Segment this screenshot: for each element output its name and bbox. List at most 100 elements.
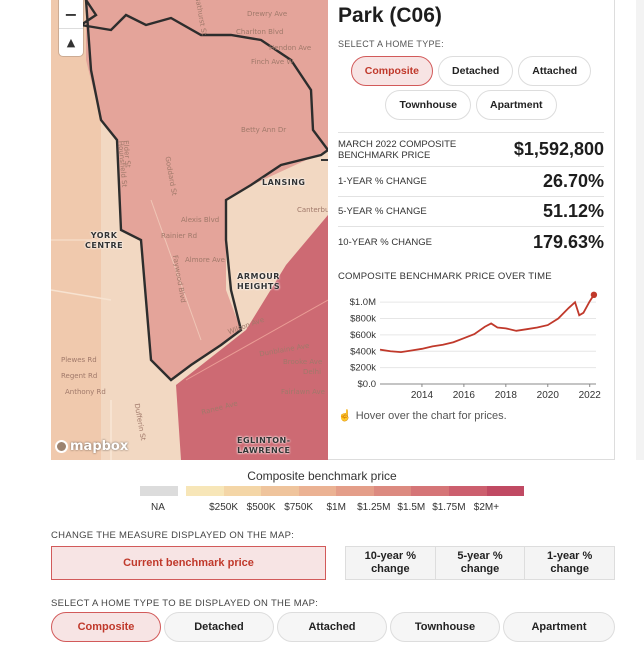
- street-label: Fairlawn Ave: [281, 388, 325, 396]
- hover-hint: ☝ Hover over the chart for prices.: [338, 409, 507, 423]
- stat-value: 51.12%: [542, 201, 604, 221]
- stat-10-year-change: 10-YEAR % CHANGE 179.63%: [338, 227, 604, 257]
- map-label-york-centre: YORK CENTRE: [85, 231, 124, 250]
- map-label-armour-heights: ARMOUR HEIGHTS: [237, 272, 281, 291]
- street-label: Plewes Rd: [61, 356, 97, 364]
- legend-swatch: [336, 486, 374, 496]
- street-label: Brooke Ave: [283, 358, 323, 366]
- panel-title: Park (C06): [338, 4, 442, 27]
- y-tick-label: $800k: [350, 314, 376, 325]
- x-tick-label: 2022: [579, 390, 602, 401]
- detail-panel: Park (C06) SELECT A HOME TYPE: Composite…: [328, 0, 615, 460]
- mapbox-logo[interactable]: mapbox: [55, 439, 128, 454]
- measure-label: CHANGE THE MEASURE DISPLAYED ON THE MAP:: [51, 530, 295, 541]
- map-label-eglinton-lawrence: EGLINTON- LAWRENCE: [237, 436, 291, 455]
- legend-swatch: [448, 486, 487, 496]
- hover-hint-text: Hover over the chart for prices.: [355, 409, 507, 422]
- stat-value: 26.70%: [542, 171, 604, 191]
- street-label: Charlton Blvd: [236, 28, 284, 36]
- compass-button[interactable]: ▲: [59, 28, 83, 56]
- legend-tick-label: $750K: [284, 502, 314, 513]
- legend-tick-label: $250K: [209, 502, 238, 513]
- series-endpoint[interactable]: [590, 291, 598, 299]
- street-label: Almore Ave: [185, 256, 225, 264]
- series-line[interactable]: [379, 294, 595, 353]
- street-label: Finch Ave W: [251, 58, 294, 66]
- x-tick-label: 2014: [411, 390, 434, 401]
- stat-label: 10-YEAR % CHANGE: [338, 236, 432, 248]
- stat-1-year-change: 1-YEAR % CHANGE 26.70%: [338, 167, 604, 197]
- street-label: Canterbury: [297, 206, 328, 214]
- legend-color-scale: [186, 486, 525, 496]
- map-type-attached-button[interactable]: Attached: [277, 612, 387, 642]
- hand-pointer-icon: ☝: [338, 410, 352, 422]
- price-chart[interactable]: $0.0 $200k $400k $600k $800k $1.0M 2014 2016 201…: [338, 286, 604, 404]
- street-label: Betty Ann Dr: [241, 126, 287, 134]
- legend-title: Composite benchmark price: [247, 469, 397, 483]
- stats-list: MARCH 2022 COMPOSITE BENCHMARK PRICE $1,…: [338, 132, 604, 257]
- stat-benchmark-price: MARCH 2022 COMPOSITE BENCHMARK PRICE $1,…: [338, 133, 604, 167]
- street-label: Hendon Ave: [269, 44, 312, 52]
- map-type-apartment-button[interactable]: Apartment: [503, 612, 615, 642]
- measure-5-year-button[interactable]: 5-year % change: [434, 547, 525, 579]
- y-tick-label: $0.0: [358, 379, 377, 390]
- map[interactable]: − ▲ LANSING YORK CENTRE ARMOUR HEIGHTS E…: [51, 0, 328, 460]
- home-type-detached[interactable]: Detached: [438, 56, 514, 86]
- stat-value: $1,592,800: [513, 139, 604, 159]
- stat-5-year-change: 5-YEAR % CHANGE 51.12%: [338, 197, 604, 227]
- legend-tick-label: $1M: [326, 502, 346, 513]
- legend-tick-label: $500K: [246, 502, 276, 513]
- mapbox-icon: [55, 440, 68, 453]
- y-tick-label: $200k: [350, 363, 376, 374]
- home-type-composite[interactable]: Composite: [350, 56, 434, 86]
- map-type-townhouse-button[interactable]: Townhouse: [390, 612, 500, 642]
- legend-label-na: NA: [151, 502, 165, 513]
- home-type-apartment[interactable]: Apartment: [476, 90, 557, 120]
- map-label-lansing: LANSING: [262, 178, 306, 187]
- map-canvas[interactable]: [51, 0, 328, 460]
- zoom-out-button[interactable]: −: [64, 4, 78, 24]
- legend-swatch: [486, 486, 525, 496]
- home-type-townhouse[interactable]: Townhouse: [385, 90, 472, 120]
- select-home-type-label: SELECT A HOME TYPE:: [338, 39, 444, 49]
- legend-swatch: [223, 486, 262, 496]
- street-label: Drewry Ave: [247, 10, 288, 18]
- map-home-type-label: SELECT A HOME TYPE TO BE DISPLAYED ON TH…: [51, 598, 319, 609]
- measure-10-year-button[interactable]: 10-year % change: [364, 550, 417, 575]
- y-tick-label: $400k: [350, 346, 376, 357]
- map-type-composite-button[interactable]: Composite: [51, 612, 161, 642]
- legend-swatch: [186, 486, 224, 496]
- street-label: Alexis Blvd: [181, 216, 220, 224]
- zoom-control[interactable]: − ▲: [59, 0, 83, 56]
- stat-label: MARCH 2022 COMPOSITE BENCHMARK PRICE: [338, 138, 457, 161]
- street-label: Regent Rd: [61, 372, 98, 380]
- chart-title: COMPOSITE BENCHMARK PRICE OVER TIME: [338, 271, 552, 282]
- stat-label: 5-YEAR % CHANGE: [338, 206, 427, 217]
- measure-change-group: 10-year % change 5-year % change 1-year …: [345, 546, 615, 580]
- map-type-detached-button[interactable]: Detached: [164, 612, 274, 642]
- home-type-attached[interactable]: Attached: [518, 56, 592, 86]
- legend-tick-label: $2M+: [473, 502, 500, 513]
- mapbox-attribution: mapbox: [70, 439, 129, 454]
- street-label: Delhi: [303, 368, 322, 376]
- street-label: Rainier Rd: [161, 232, 198, 240]
- legend-tick-label: $1.5M: [397, 502, 426, 513]
- x-tick-label: 2016: [453, 390, 476, 401]
- y-tick-label: $1.0M: [350, 297, 376, 308]
- x-tick-label: 2020: [537, 390, 560, 401]
- legend-swatch: [373, 486, 412, 496]
- legend-tick-label: $1.25M: [357, 502, 391, 513]
- legend-tick-label: $1.75M: [432, 502, 466, 513]
- stat-label: 1-YEAR % CHANGE: [338, 176, 427, 187]
- street-label: Anthony Rd: [65, 388, 106, 396]
- legend-swatch-na: [140, 486, 178, 496]
- legend-swatch: [411, 486, 449, 496]
- measure-1-year-button[interactable]: 1-year % change: [524, 547, 614, 579]
- legend-swatch: [298, 486, 337, 496]
- x-tick-label: 2018: [495, 390, 518, 401]
- measure-current-benchmark-button[interactable]: Current benchmark price: [51, 546, 326, 580]
- legend-swatch: [261, 486, 299, 496]
- y-tick-label: $600k: [350, 330, 376, 341]
- scrollbar-track[interactable]: [636, 0, 644, 460]
- stat-value: 179.63%: [532, 231, 604, 252]
